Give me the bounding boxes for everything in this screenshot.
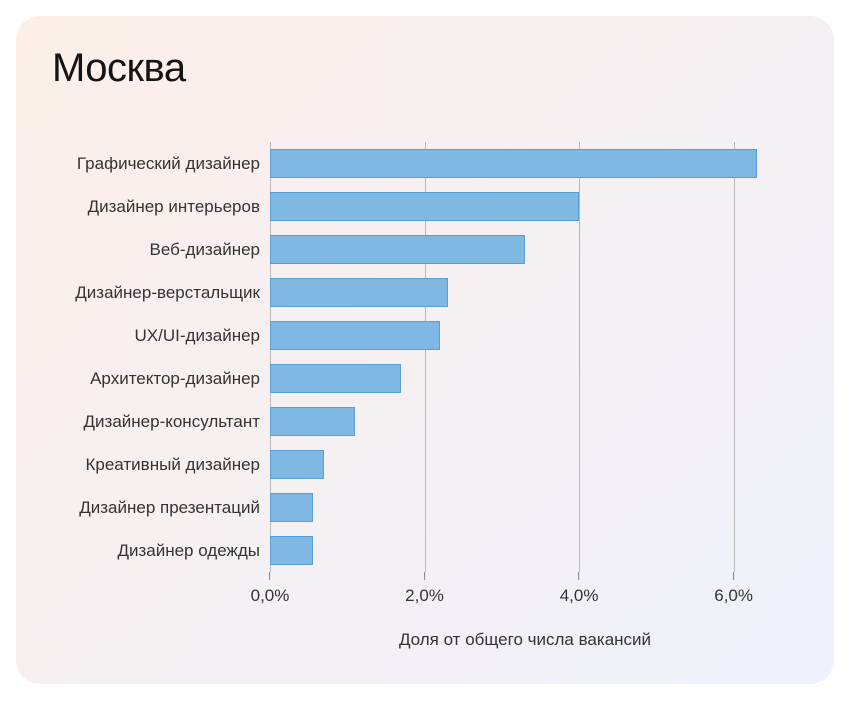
y-tick-label: Дизайнер одежды [117,541,270,561]
bar [270,235,525,264]
y-tick-label: Веб-дизайнер [150,240,270,260]
y-tick-label: Архитектор-дизайнер [90,369,270,389]
y-tick-label: UX/UI-дизайнер [135,326,270,346]
gridline [734,142,735,572]
y-tick-label: Дизайнер презентаций [79,498,270,518]
plot-area: 0,0%2,0%4,0%6,0%Графический дизайнерДиза… [270,142,780,572]
x-tick-label: 6,0% [714,572,753,606]
gridline [579,142,580,572]
x-tick-label: 2,0% [405,572,444,606]
y-tick-label: Дизайнер-верстальщик [75,283,270,303]
bar [270,321,440,350]
chart-card: Москва 0,0%2,0%4,0%6,0%Графический дизай… [16,16,834,684]
y-tick-label: Дизайнер интерьеров [88,197,270,217]
y-tick-label: Креативный дизайнер [86,455,271,475]
y-tick-label: Дизайнер-консультант [84,412,270,432]
x-tick-label: 4,0% [560,572,599,606]
bar [270,407,355,436]
bar [270,536,313,565]
bar [270,450,324,479]
chart-title: Москва [52,46,186,91]
x-tick-label: 0,0% [251,572,290,606]
bar [270,149,757,178]
bar [270,278,448,307]
x-axis-label: Доля от общего числа вакансий [270,630,780,650]
y-tick-label: Графический дизайнер [77,154,270,174]
bar [270,192,579,221]
bar [270,493,313,522]
bar [270,364,401,393]
